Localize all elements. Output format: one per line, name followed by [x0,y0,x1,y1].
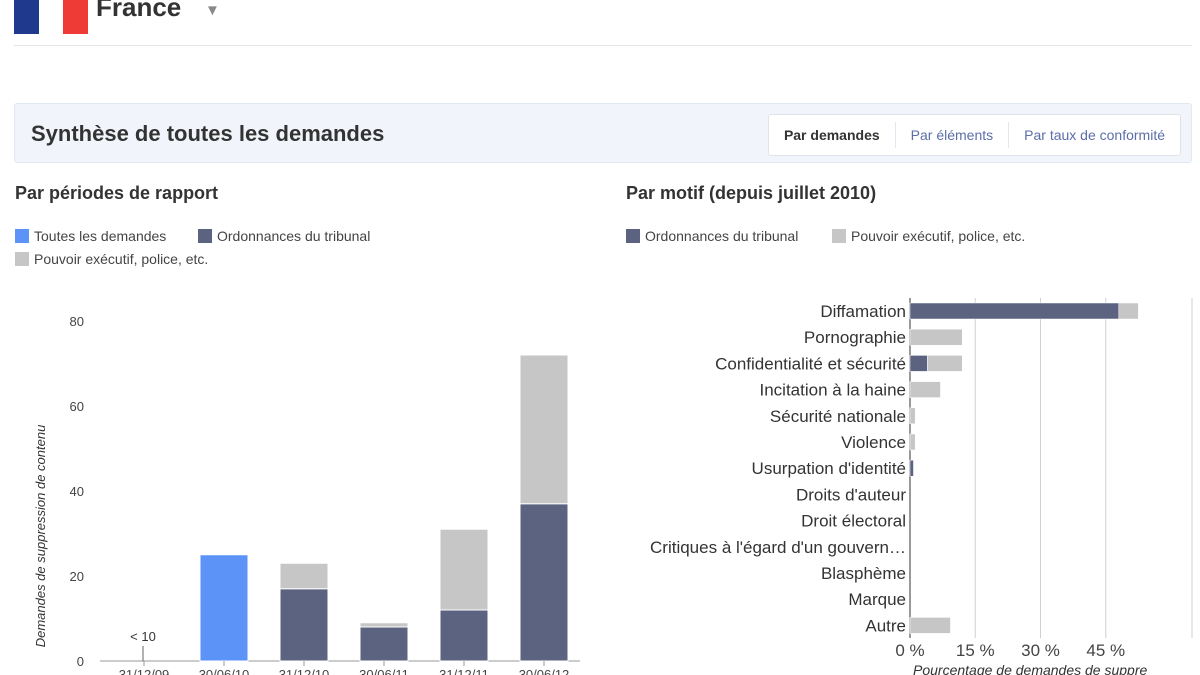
bar-30-06-11-s2 [359,622,409,628]
category-label: Sécurité nationale [770,407,906,426]
hbar-row0-s0 [909,302,1120,320]
y-tick-label: 40 [70,484,84,499]
bar-30-06-11-s1 [359,626,409,662]
x-tick-label: 31/12/10 [279,667,330,675]
legend-label: Pouvoir exécutif, police, etc. [34,251,209,267]
x-tick-label: 0 % [895,641,924,660]
chevron-down-icon[interactable]: ▼ [205,2,220,19]
category-label: Marque [848,590,906,609]
left-chart-title: Par périodes de rapport [15,183,219,203]
category-label: Pornographie [804,328,906,347]
hbar-row0-s1 [1118,302,1139,320]
bar-31-12-11-s1 [439,609,489,662]
summary-title: Synthèse de toutes les demandes [31,121,385,146]
bar-30-06-12-s2 [519,354,569,505]
x-tick-label: 15 % [956,641,995,660]
country-header: France ▼ [0,0,1200,46]
y-tick-label: 80 [70,314,84,329]
legend-court-orders-right: Ordonnances du tribunal [626,228,798,244]
x-tick-label: 30/06/10 [199,667,250,675]
category-label: Droit électoral [801,512,906,531]
legend-swatch [15,229,29,243]
x-tick-label: 45 % [1086,641,1125,660]
tab-par-elements[interactable]: Par éléments [894,122,1008,148]
y-tick-label: 0 [77,654,84,669]
bar-31-12-10-s1 [279,588,329,662]
category-label: Diffamation [820,302,906,321]
x-tick-label: 30/06/12 [519,667,570,675]
hbar-row3-s1 [909,381,941,398]
legend-label: Toutes les demandes [34,228,167,244]
x-tick-label: 31/12/11 [439,667,489,675]
hbar-row2-s1 [927,355,963,372]
bar-31-12-11-s2 [439,528,489,611]
view-tabs: Par demandes Par éléments Par taux de co… [767,114,1181,156]
legend-label: Ordonnances du tribunal [645,228,799,244]
hbar-row4-s1 [909,407,916,425]
category-label: Usurpation d'identité [752,459,906,478]
category-label: Critiques à l'égard d'un gouvern… [650,538,906,557]
hbar-row1-s1 [909,328,963,346]
legend-court-orders: Ordonnances du tribunal [198,228,370,244]
legend-label: Pouvoir exécutif, police, etc. [851,228,1026,244]
legend-swatch [198,229,212,243]
france-flag-icon [14,0,89,34]
category-label: Confidentialité et sécurité [715,354,906,373]
category-label: Blasphème [821,564,906,583]
tab-par-taux-de-conformite[interactable]: Par taux de conformité [1008,122,1180,148]
bar-30-06-12-s1 [519,503,569,662]
x-axis-title: Pourcentage de demandes de suppre [913,662,1147,675]
bar-30-06-10-s0 [199,554,249,662]
category-label: Autre [865,616,906,635]
hbar-row6-s0 [909,459,914,477]
bar-31-12-10-s2 [279,562,329,590]
category-label: Droits d'auteur [796,485,906,504]
legend-swatch [832,229,846,243]
x-tick-label: 30/06/11 [359,667,409,675]
legend-executive: Pouvoir exécutif, police, etc. [15,251,208,267]
hbar-row2-s0 [909,355,928,372]
country-selector[interactable]: France [96,0,182,22]
category-label: Violence [841,433,906,452]
legend-label: Ordonnances du tribunal [217,228,371,244]
hbar-row12-s1 [909,617,951,634]
header-divider [14,45,1192,46]
y-tick-label: 60 [70,399,84,414]
y-axis-title: Demandes de suppression de contenu [33,425,48,648]
hbar-row5-s1 [909,433,916,451]
x-tick-label: 30 % [1021,641,1060,660]
right-chart-title: Par motif (depuis juillet 2010) [626,183,877,203]
x-tick-label: 31/12/09 [119,667,170,675]
tab-par-demandes[interactable]: Par demandes [783,127,880,143]
category-label: Incitation à la haine [760,381,907,400]
y-tick-label: 20 [70,569,84,584]
summary-bar: Synthèse de toutes les demandes Par dema… [14,103,1192,163]
bar-annotation: < 10 [130,629,156,644]
reason-bar-chart: 0 % 15 % 30 % 45 % Diffamation Pornographie Co… [650,298,1193,675]
period-bar-chart: 0 20 40 60 80 Demandes de suppression de cont… [33,314,580,675]
legend-executive-right: Pouvoir exécutif, police, etc. [832,228,1025,244]
legend-swatch [626,229,640,243]
legend-all-requests: Toutes les demandes [15,228,166,244]
legend-swatch [15,252,29,266]
